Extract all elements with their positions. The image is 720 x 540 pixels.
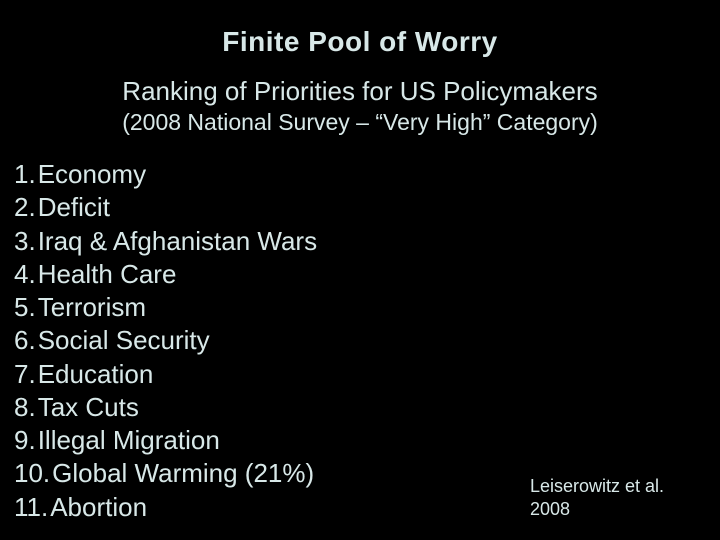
list-number: 3.: [14, 225, 36, 258]
slide-title: Finite Pool of Worry: [0, 0, 720, 58]
list-number: 5.: [14, 291, 36, 324]
list-label: Social Security: [38, 324, 210, 357]
slide-subnote: (2008 National Survey – “Very High” Cate…: [0, 109, 720, 136]
list-label: Education: [38, 358, 154, 391]
list-item: 3.Iraq & Afghanistan Wars: [14, 225, 720, 258]
list-item: 4.Health Care: [14, 258, 720, 291]
list-number: 4.: [14, 258, 36, 291]
citation-line1: Leiserowitz et al.: [530, 475, 664, 498]
list-number: 7.: [14, 358, 36, 391]
list-label: Iraq & Afghanistan Wars: [38, 225, 317, 258]
list-number: 2.: [14, 191, 36, 224]
list-item: 1.Economy: [14, 158, 720, 191]
list-label: Abortion: [50, 491, 147, 524]
list-item: 8.Tax Cuts: [14, 391, 720, 424]
list-label: Illegal Migration: [38, 424, 220, 457]
priority-list: 1.Economy 2.Deficit 3.Iraq & Afghanistan…: [14, 158, 720, 524]
list-number: 8.: [14, 391, 36, 424]
citation: Leiserowitz et al. 2008: [530, 475, 664, 520]
list-item: 6.Social Security: [14, 324, 720, 357]
slide-subtitle: Ranking of Priorities for US Policymaker…: [0, 76, 720, 107]
list-number: 10.: [14, 457, 50, 490]
list-label: Tax Cuts: [38, 391, 139, 424]
list-item: 5.Terrorism: [14, 291, 720, 324]
list-label: Health Care: [38, 258, 177, 291]
list-number: 1.: [14, 158, 36, 191]
list-number: 6.: [14, 324, 36, 357]
list-label: Economy: [38, 158, 146, 191]
list-number: 11.: [14, 491, 48, 524]
list-label: Terrorism: [38, 291, 146, 324]
list-item: 7.Education: [14, 358, 720, 391]
list-item: 2.Deficit: [14, 191, 720, 224]
list-label: Deficit: [38, 191, 110, 224]
list-number: 9.: [14, 424, 36, 457]
list-item: 9.Illegal Migration: [14, 424, 720, 457]
citation-line2: 2008: [530, 498, 664, 521]
list-label: Global Warming (21%): [52, 457, 314, 490]
